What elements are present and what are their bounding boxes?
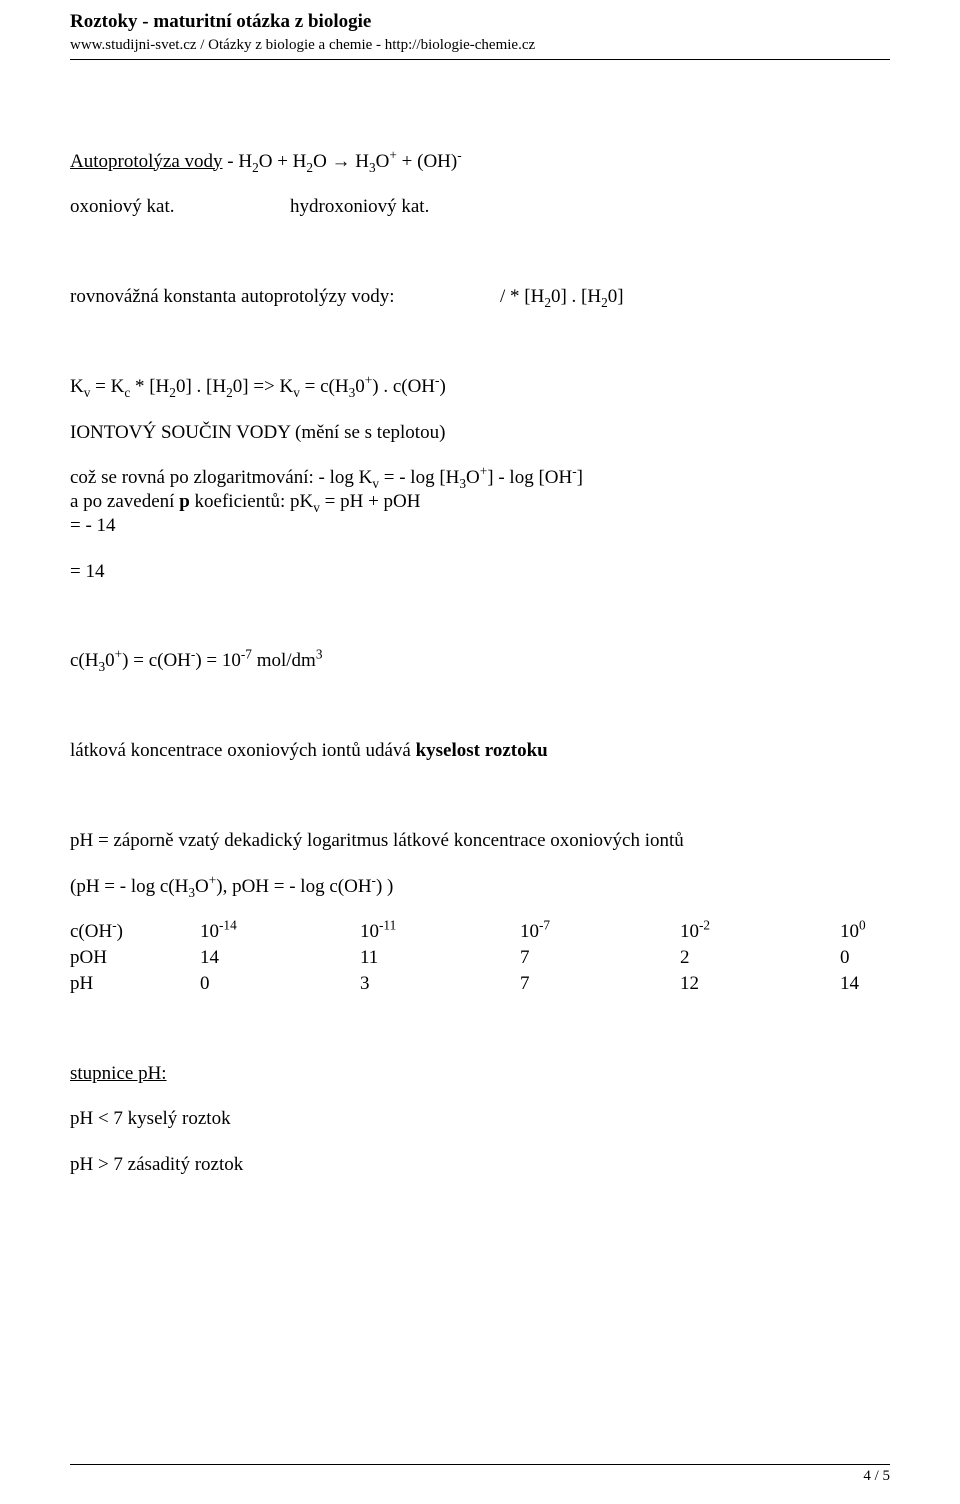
sub: 2: [252, 159, 259, 174]
page-footer: 4 / 5: [70, 1464, 890, 1486]
eq-14: = 14: [70, 560, 890, 584]
ph-scale-label: stupnice pH:: [70, 1062, 890, 1086]
table-cell: 12: [680, 972, 840, 996]
text: K: [70, 376, 84, 397]
hydroxonium-label: hydroxoniový kat.: [290, 195, 890, 219]
autoprotolysis-line: Autoprotolýza vody - H2O + H2O → H3O+ + …: [70, 150, 890, 174]
sub: 3: [369, 159, 376, 174]
text: = c(H: [300, 376, 349, 397]
document-page: Roztoky - maturitní otázka z biologie ww…: [0, 0, 960, 1504]
text: O → H: [313, 151, 369, 172]
table-cell: 0: [200, 972, 360, 996]
text: ]: [577, 467, 583, 488]
table-cell: 2: [680, 946, 840, 970]
text: ): [117, 921, 123, 942]
ph-equation: (pH = - log c(H3O+), pOH = - log c(OH-) …: [70, 875, 890, 899]
equilibrium-constant-right: / * [H20] . [H20]: [500, 285, 624, 309]
text: což se rovná po zlogaritmování: - log K: [70, 467, 372, 488]
sub: v: [313, 500, 320, 515]
eq-neg14: = - 14: [70, 514, 890, 538]
text: koeficientů: pK: [190, 491, 313, 512]
log-equation: což se rovná po zlogaritmování: - log Kv…: [70, 466, 890, 490]
text: / * [H: [500, 286, 544, 307]
text: c(H: [70, 650, 98, 671]
ph-acidic: pH < 7 kyselý roztok: [70, 1107, 890, 1131]
sup: +: [389, 147, 397, 162]
text: ) =: [122, 650, 149, 671]
text: = pH + pOH: [320, 491, 421, 512]
concentration-equation: c(H30+) = c(OH-) = 10-7 mol/dm3: [70, 649, 890, 673]
footer-rule: [70, 1464, 890, 1465]
table-row-label: pOH: [70, 946, 200, 970]
sub: 2: [544, 295, 551, 310]
oxonium-label: oxoniový kat.: [70, 195, 290, 219]
text: O: [376, 151, 390, 172]
sub: v: [372, 476, 379, 491]
text: = - log [H: [379, 467, 459, 488]
table-cell: 10-7: [520, 920, 680, 944]
table-cell: 100: [840, 920, 890, 944]
text: 0]: [608, 286, 624, 307]
bold-kyselost: kyselost roztoku: [416, 740, 548, 761]
text: ), pOH = - log c(OH: [216, 876, 371, 897]
autoprotolysis-label: Autoprotolýza vody: [70, 151, 223, 172]
text: O: [195, 876, 209, 897]
text: 0: [355, 376, 365, 397]
text: * [H: [130, 376, 169, 397]
text: (pH = - log c(H: [70, 876, 188, 897]
text: mol/dm: [252, 650, 316, 671]
table-cell: 0: [840, 946, 890, 970]
sub: 2: [169, 385, 176, 400]
bold-p: p: [179, 491, 190, 512]
equilibrium-constant-label: rovnovážná konstanta autoprotolýzy vody:: [70, 285, 500, 309]
ph-definition: pH = záporně vzatý dekadický logaritmus …: [70, 829, 890, 853]
text: c(OH: [149, 650, 191, 671]
text: ] - log [OH: [487, 467, 572, 488]
table-cell: 14: [840, 972, 890, 996]
text: ) . c(OH: [372, 376, 435, 397]
p-coefficients-line: a po zavedení p koeficientů: pKv = pH + …: [70, 490, 890, 514]
page-number: 4 / 5: [70, 1467, 890, 1486]
table-cell: 11: [360, 946, 520, 970]
sup: 3: [316, 647, 323, 662]
text: 0] . [H: [551, 286, 601, 307]
text: ) ): [376, 876, 393, 897]
table-cell: 7: [520, 972, 680, 996]
text: 0: [105, 650, 115, 671]
text: O + H: [259, 151, 307, 172]
table-cell: 3: [360, 972, 520, 996]
text: ): [439, 376, 445, 397]
text: 0] => K: [233, 376, 293, 397]
cation-row: oxoniový kat. hydroxoniový kat.: [70, 195, 890, 219]
text: O: [466, 467, 480, 488]
ph-basic: pH > 7 zásaditý roztok: [70, 1153, 890, 1177]
page-header-title: Roztoky - maturitní otázka z biologie: [70, 10, 890, 34]
text: + (OH): [397, 151, 457, 172]
sup: -: [457, 147, 461, 162]
text: látková koncentrace oxoniových iontů udá…: [70, 740, 416, 761]
text: 0] . [H: [176, 376, 226, 397]
table-cell: 10-2: [680, 920, 840, 944]
sub: 2: [226, 385, 233, 400]
table-cell: 7: [520, 946, 680, 970]
table-cell: 10-14: [200, 920, 360, 944]
table-cell: 14: [200, 946, 360, 970]
text: a po zavedení: [70, 491, 179, 512]
ionic-product-label: IONTOVÝ SOUČIN VODY (mění se s teplotou): [70, 421, 890, 445]
ph-table: c(OH-) 10-14 10-11 10-7 10-2 100 pOH 14 …: [70, 920, 890, 995]
text: = K: [90, 376, 124, 397]
acidity-sentence: látková koncentrace oxoniových iontů udá…: [70, 739, 890, 763]
text: - H: [223, 151, 253, 172]
equilibrium-constant-row: rovnovážná konstanta autoprotolýzy vody:…: [70, 285, 890, 309]
sup: -7: [241, 647, 252, 662]
text: ) = 10: [195, 650, 241, 671]
table-row-label: c(OH-): [70, 920, 200, 944]
table-row-label: pH: [70, 972, 200, 996]
table-cell: 10-11: [360, 920, 520, 944]
sub: v: [293, 385, 300, 400]
sub: 2: [601, 295, 608, 310]
text: c(OH: [70, 921, 112, 942]
page-header-subtitle: www.studijni-svet.cz / Otázky z biologie…: [70, 36, 890, 55]
kv-equation: Kv = Kc * [H20] . [H20] => Kv = c(H30+) …: [70, 375, 890, 399]
